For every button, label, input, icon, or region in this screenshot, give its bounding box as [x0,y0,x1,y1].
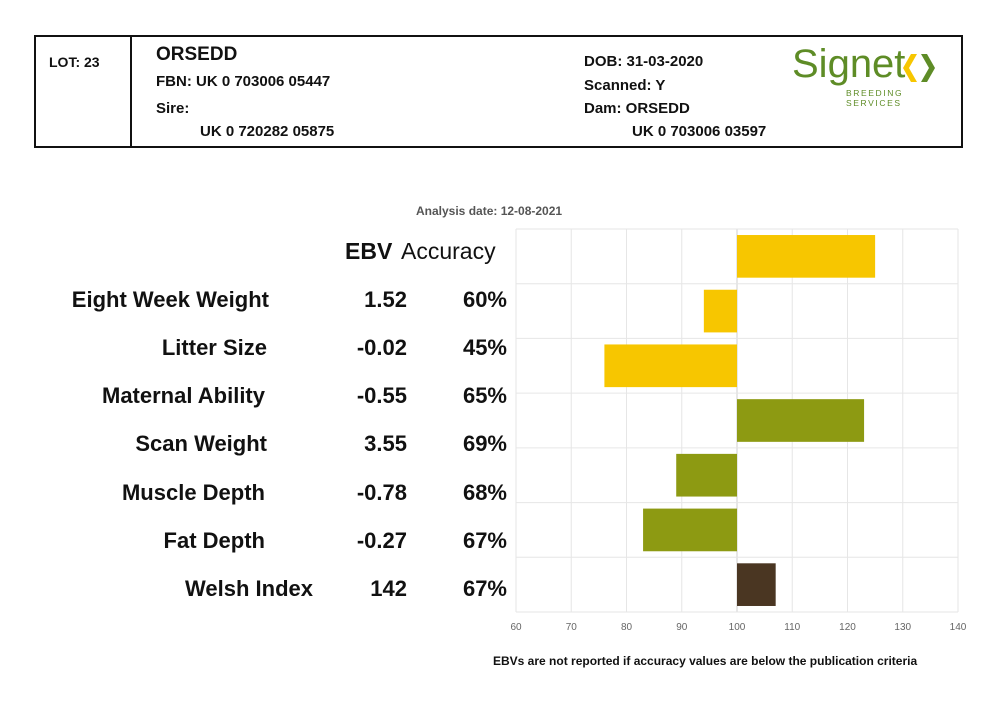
animal-header: LOT: 23 ORSEDD FBN: UK 0 703006 05447 Si… [34,35,963,148]
ebv-value: 3.55 [364,431,407,456]
x-tick-label: 110 [784,622,800,633]
x-tick-label: 100 [729,622,746,633]
accuracy-value: 60% [462,287,507,312]
analysis-date: Analysis date: 12-08-2021 [416,204,563,218]
bar [604,344,737,388]
ebv-value: 142 [370,576,407,601]
ebv-value: -0.78 [356,480,407,505]
accuracy-value: 65% [462,383,507,408]
dam-id: UK 0 703006 03597 [632,123,767,140]
accuracy-value: 69% [462,431,507,456]
trait-label: Eight Week Weight [71,287,269,312]
bar [737,563,776,606]
bar [676,453,737,497]
lot-cell: LOT: 23 [36,37,132,146]
x-tick-label: 130 [894,622,911,633]
ebv-value: 1.52 [364,287,407,312]
accuracy-value: 45% [462,335,507,360]
accuracy-value: 67% [462,528,507,553]
logo-word: Signet [792,42,906,86]
fbn-number: FBN: UK 0 703006 05447 [156,73,331,90]
trait-label: Maternal Ability [102,383,265,408]
signet-logo: Signet BREEDING SERVICES [792,42,952,108]
footnote: EBVs are not reported if accuracy values… [493,654,918,668]
trait-label: Fat Depth [163,528,265,553]
accuracy-column-header: Accuracy [401,238,496,264]
trait-label: Litter Size [161,335,267,360]
x-tick-label: 80 [621,622,633,633]
bar [703,289,737,333]
trait-label: Scan Weight [135,431,267,456]
accuracy-value: 67% [462,576,507,601]
animal-name: ORSEDD [156,44,238,65]
dob: DOB: 31-03-2020 [584,53,704,70]
x-tick-label: 60 [510,622,522,633]
ebv-column-header: EBV [345,238,393,264]
x-tick-label: 140 [950,622,967,633]
ebv-value: -0.27 [356,528,407,553]
x-tick-label: 120 [839,622,856,633]
bar [643,508,737,552]
dam-label: Dam: ORSEDD [584,100,690,117]
logo-subtitle: BREEDING SERVICES [846,88,904,108]
trait-label: Welsh Index [185,576,313,601]
x-tick-label: 90 [676,622,688,633]
trait-label: Muscle Depth [121,480,265,505]
x-tick-label: 70 [566,622,578,633]
signet-mark-icon [903,54,935,82]
sire-id: UK 0 720282 05875 [200,123,335,140]
ebv-value: -0.55 [356,383,407,408]
sire-label: Sire: [156,100,190,117]
accuracy-value: 68% [462,480,507,505]
ebv-bar-chart: 60 70 80 90 100 110 120 130 140 [510,228,967,633]
ebv-value: -0.02 [356,335,407,360]
scanned-status: Scanned: Y [584,77,666,94]
bar [737,235,876,278]
bar [737,399,865,442]
lot-number: LOT: 23 [49,54,100,70]
